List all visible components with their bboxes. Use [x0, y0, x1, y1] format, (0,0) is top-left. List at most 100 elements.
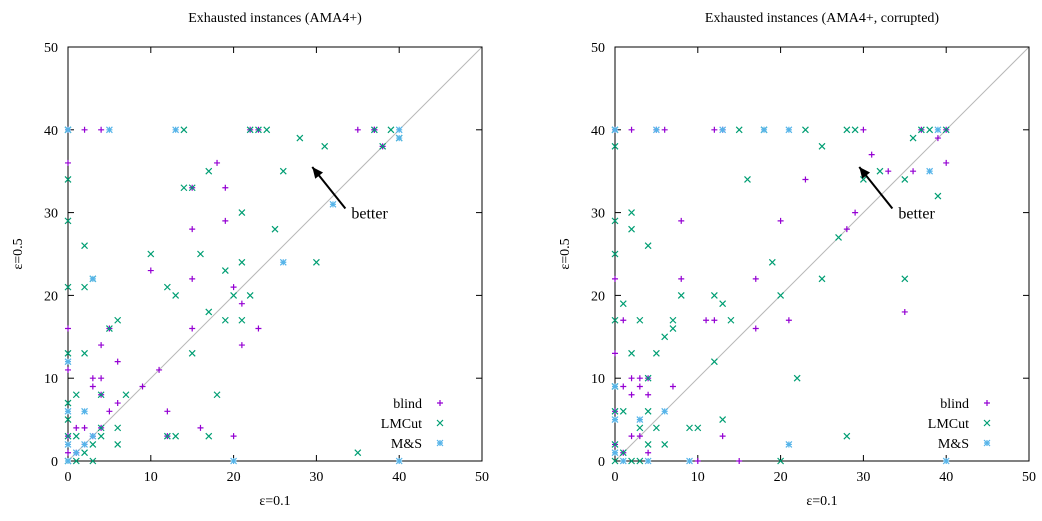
data-point: [620, 317, 627, 324]
data-point: [205, 432, 213, 440]
data-point: [818, 142, 826, 150]
data-point: [678, 275, 685, 282]
legend-label: M&S: [938, 437, 969, 452]
data-point: [271, 225, 279, 233]
diagonal-line: [614, 46, 1030, 462]
data-point: [934, 126, 942, 134]
legend-marker: [983, 439, 991, 447]
data-point: [628, 349, 635, 357]
data-point: [89, 441, 97, 448]
data-point: [81, 441, 88, 448]
series-m-s: [611, 126, 950, 465]
data-point: [611, 126, 619, 134]
data-point: [64, 358, 72, 366]
data-point: [628, 391, 635, 398]
data-point: [703, 317, 710, 324]
data-point: [329, 200, 337, 208]
data-point: [89, 275, 97, 283]
data-point: [197, 424, 204, 431]
legend-marker: [984, 400, 990, 406]
y-tick-label: 50: [591, 41, 605, 56]
data-point: [612, 275, 618, 282]
y-axis-label: ε=0.5: [11, 238, 26, 269]
diagonal-line: [67, 46, 483, 462]
data-point: [172, 126, 180, 134]
y-tick-label: 20: [591, 289, 605, 304]
data-point: [611, 457, 619, 465]
data-point: [645, 449, 652, 456]
data-point: [180, 126, 188, 134]
data-point: [909, 134, 917, 142]
data-point: [246, 126, 254, 134]
data-point: [81, 449, 88, 457]
data-point: [379, 142, 387, 150]
data-point: [197, 250, 204, 258]
data-point: [710, 358, 718, 366]
x-tick-label: 50: [1022, 470, 1036, 485]
data-point: [661, 441, 669, 448]
data-point: [238, 258, 246, 266]
data-point: [279, 167, 287, 175]
data-point: [777, 217, 784, 224]
data-point: [114, 400, 121, 407]
data-point: [785, 126, 793, 134]
x-tick-label: 10: [144, 470, 158, 485]
data-point: [72, 449, 80, 457]
data-point: [230, 433, 237, 440]
series-lmcut: [64, 126, 403, 465]
data-point: [230, 291, 238, 299]
data-point: [263, 126, 271, 134]
x-tick-label: 30: [309, 470, 323, 485]
annotation-arrow-head: [859, 167, 871, 179]
data-point: [106, 408, 113, 415]
data-point: [636, 416, 644, 424]
data-point: [910, 168, 917, 175]
data-point: [611, 416, 619, 424]
data-point: [926, 126, 934, 134]
data-point: [727, 316, 735, 324]
data-point: [611, 449, 619, 457]
data-point: [64, 457, 72, 465]
data-point: [89, 383, 96, 390]
x-tick-label: 50: [475, 470, 489, 485]
data-point: [354, 449, 362, 457]
data-point: [636, 383, 643, 390]
chart-title: Exhausted instances (AMA4+): [188, 11, 362, 26]
data-point: [628, 375, 635, 382]
data-point: [65, 449, 71, 456]
data-point: [619, 300, 627, 308]
data-point: [156, 366, 163, 373]
y-tick-label: 10: [44, 372, 58, 387]
data-point: [89, 375, 96, 382]
data-point: [628, 433, 635, 440]
data-point: [188, 184, 196, 192]
data-point: [395, 134, 403, 142]
legend-marker: [983, 419, 991, 427]
data-point: [222, 217, 229, 224]
data-point: [97, 391, 105, 399]
x-tick-label: 40: [392, 470, 406, 485]
data-point: [669, 383, 676, 390]
legend-label: M&S: [391, 437, 422, 452]
annotation-label: better: [351, 205, 388, 222]
data-point: [677, 291, 685, 299]
data-point: [147, 250, 155, 258]
data-point: [752, 275, 759, 282]
data-point: [868, 151, 875, 158]
data-point: [81, 424, 88, 431]
data-point: [644, 441, 652, 448]
data-point: [139, 383, 146, 390]
data-point: [611, 250, 619, 258]
data-point: [98, 342, 105, 349]
chart-panel-2: Exhausted instances (AMA4+, corrupted) 0 1…: [558, 11, 1036, 509]
y-tick-label: 0: [51, 455, 58, 470]
data-point: [802, 126, 809, 134]
data-point: [89, 432, 97, 440]
data-point: [785, 317, 792, 324]
series-blind: [65, 126, 386, 456]
data-point: [73, 424, 80, 431]
data-point: [744, 176, 751, 183]
data-point: [652, 349, 660, 357]
data-point: [628, 225, 635, 233]
